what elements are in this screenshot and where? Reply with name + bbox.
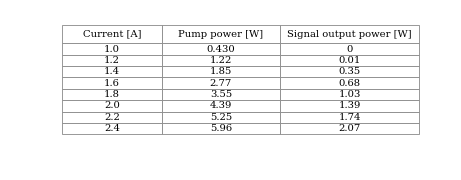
Bar xyxy=(162,89,280,100)
Text: 1.39: 1.39 xyxy=(338,101,361,110)
Text: Signal output power [W]: Signal output power [W] xyxy=(287,30,412,39)
Bar xyxy=(162,100,280,112)
Text: Pump power [W]: Pump power [W] xyxy=(178,30,264,39)
Text: 2.0: 2.0 xyxy=(104,101,120,110)
Text: 2.4: 2.4 xyxy=(104,124,120,133)
Bar xyxy=(62,123,162,134)
Bar xyxy=(162,25,280,43)
Text: Current [A]: Current [A] xyxy=(83,30,141,39)
Bar xyxy=(62,43,162,55)
Text: 0.430: 0.430 xyxy=(207,44,235,53)
Text: 1.2: 1.2 xyxy=(104,56,120,65)
Bar xyxy=(280,89,419,100)
Bar xyxy=(162,123,280,134)
Text: 2.07: 2.07 xyxy=(338,124,361,133)
Text: 1.8: 1.8 xyxy=(104,90,120,99)
Bar xyxy=(280,66,419,77)
Bar xyxy=(162,77,280,89)
Text: 0: 0 xyxy=(346,44,353,53)
Text: 1.4: 1.4 xyxy=(104,67,120,76)
Bar xyxy=(62,25,162,43)
Text: 5.25: 5.25 xyxy=(210,113,232,122)
Bar xyxy=(280,123,419,134)
Bar xyxy=(162,112,280,123)
Text: 3.55: 3.55 xyxy=(210,90,232,99)
Bar xyxy=(162,66,280,77)
Bar xyxy=(280,55,419,66)
Text: 0.01: 0.01 xyxy=(338,56,361,65)
Bar xyxy=(162,55,280,66)
Text: 5.96: 5.96 xyxy=(210,124,232,133)
Text: 0.35: 0.35 xyxy=(338,67,361,76)
Bar xyxy=(62,89,162,100)
Bar xyxy=(62,66,162,77)
Text: 4.39: 4.39 xyxy=(210,101,232,110)
Bar xyxy=(62,112,162,123)
Bar xyxy=(62,100,162,112)
Text: 1.74: 1.74 xyxy=(338,113,361,122)
Bar xyxy=(162,43,280,55)
Text: 1.6: 1.6 xyxy=(104,79,120,88)
Text: 2.2: 2.2 xyxy=(104,113,120,122)
Bar xyxy=(62,55,162,66)
Bar xyxy=(280,77,419,89)
Text: 1.0: 1.0 xyxy=(104,44,120,53)
Text: 1.03: 1.03 xyxy=(338,90,361,99)
Text: 2.77: 2.77 xyxy=(210,79,232,88)
Text: 1.85: 1.85 xyxy=(210,67,232,76)
Text: 0.68: 0.68 xyxy=(338,79,361,88)
Bar xyxy=(280,43,419,55)
Bar xyxy=(62,77,162,89)
Bar xyxy=(280,100,419,112)
Text: 1.22: 1.22 xyxy=(210,56,232,65)
Bar xyxy=(280,25,419,43)
Bar xyxy=(280,112,419,123)
